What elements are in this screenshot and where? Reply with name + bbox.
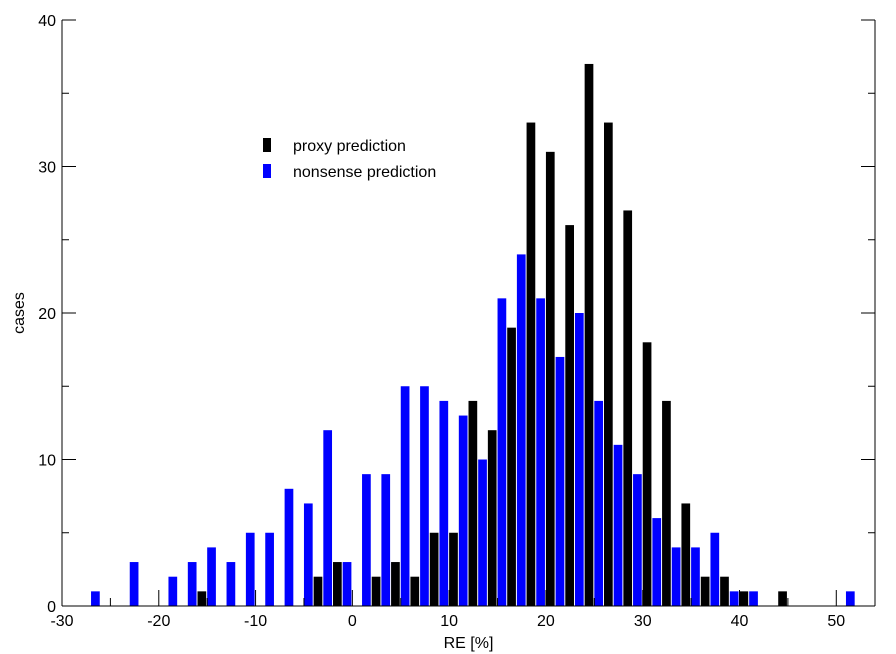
nonsense-bar: [400, 386, 410, 606]
bars-layer: [91, 63, 855, 607]
nonsense-bar: [652, 518, 662, 606]
nonsense-bar: [633, 474, 642, 606]
y-tick-label: 20: [38, 306, 56, 323]
x-tick-label: 40: [731, 613, 749, 630]
nonsense-bar: [129, 562, 139, 606]
nonsense-bar: [245, 532, 255, 606]
proxy-bar: [313, 576, 323, 606]
legend-swatch: [263, 138, 271, 152]
nonsense-bar: [516, 254, 526, 606]
proxy-bar: [642, 342, 652, 606]
proxy-bar: [604, 122, 613, 607]
nonsense-bar: [574, 313, 584, 606]
proxy-bar: [468, 400, 478, 606]
proxy-bar: [739, 591, 749, 606]
nonsense-bar: [362, 474, 371, 606]
x-tick-label: 0: [348, 613, 357, 630]
proxy-bar: [449, 532, 458, 606]
nonsense-bar: [845, 591, 855, 606]
nonsense-bar: [420, 386, 429, 606]
proxy-bar: [391, 562, 400, 606]
nonsense-bar: [478, 459, 487, 606]
nonsense-bar: [265, 532, 274, 606]
nonsense-bar: [303, 503, 313, 606]
nonsense-bar: [187, 562, 197, 606]
y-axis-label: cases: [11, 292, 28, 334]
legend-label: nonsense prediction: [293, 164, 436, 181]
proxy-bar: [429, 532, 439, 606]
nonsense-bar: [168, 576, 178, 606]
proxy-bar: [545, 151, 555, 606]
proxy-bar: [681, 503, 691, 606]
x-tick-label: -30: [50, 613, 73, 630]
nonsense-bar: [729, 591, 739, 606]
proxy-bar: [333, 562, 342, 606]
proxy-bar: [623, 210, 633, 606]
proxy-bar: [565, 225, 574, 606]
proxy-bar: [507, 327, 516, 606]
x-tick-label: -20: [147, 613, 170, 630]
x-tick-label: 50: [827, 613, 845, 630]
nonsense-bar: [381, 474, 391, 606]
legend: proxy prediction nonsense prediction: [263, 138, 436, 181]
nonsense-bar: [226, 562, 236, 606]
nonsense-bar: [458, 415, 468, 606]
y-tick-label: 10: [38, 453, 56, 470]
x-axis-label: RE [%]: [444, 635, 494, 652]
nonsense-bar: [91, 591, 100, 606]
nonsense-bar: [439, 400, 449, 606]
proxy-bar: [410, 576, 420, 606]
nonsense-bar: [536, 298, 545, 606]
nonsense-bar: [284, 488, 294, 606]
proxy-bar: [700, 576, 710, 606]
nonsense-bar: [497, 298, 507, 606]
nonsense-bar: [323, 430, 333, 606]
nonsense-bar: [613, 444, 623, 606]
legend-label: proxy prediction: [293, 138, 406, 155]
x-tick-label: 10: [440, 613, 458, 630]
proxy-bar: [584, 63, 594, 606]
legend-swatch: [263, 164, 271, 178]
proxy-bar: [778, 591, 787, 606]
x-tick-label: 20: [537, 613, 555, 630]
nonsense-bar: [710, 532, 720, 606]
proxy-bar: [197, 591, 207, 606]
x-tick-label: 30: [634, 613, 652, 630]
proxy-bar: [487, 430, 497, 606]
y-tick-label: 40: [38, 13, 56, 30]
x-tick-label: -10: [244, 613, 267, 630]
nonsense-bar: [691, 547, 700, 606]
nonsense-bar: [671, 547, 681, 606]
nonsense-bar: [555, 356, 565, 606]
proxy-bar: [371, 576, 381, 606]
nonsense-bar: [342, 562, 352, 606]
nonsense-bar: [594, 400, 604, 606]
axes-layer: -30 -20 -10 0 10 20 30 40 50 0 10 20 30 40: [38, 13, 876, 630]
nonsense-bar: [749, 591, 758, 606]
proxy-bar: [526, 122, 536, 607]
proxy-bar: [720, 576, 729, 606]
y-tick-label: 0: [47, 599, 56, 616]
y-tick-label: 30: [38, 160, 56, 177]
proxy-bar: [662, 400, 671, 606]
nonsense-bar: [207, 547, 216, 606]
